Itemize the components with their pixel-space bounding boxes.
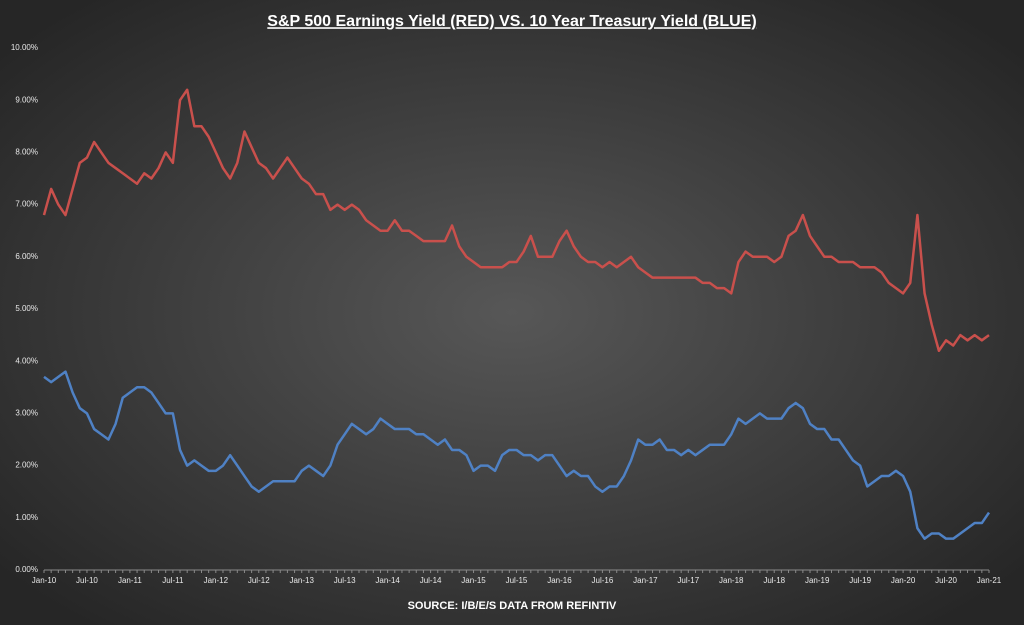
x-tick-label: Jul-16 bbox=[592, 576, 614, 585]
x-tick-label: Jul-17 bbox=[677, 576, 699, 585]
x-tick-label: Jan-10 bbox=[32, 576, 57, 585]
x-tick-label: Jul-11 bbox=[162, 576, 184, 585]
y-tick-label: 0.00% bbox=[15, 565, 38, 574]
x-tick-label: Jan-21 bbox=[977, 576, 1002, 585]
x-tick-label: Jan-13 bbox=[289, 576, 314, 585]
x-tick-label: Jul-13 bbox=[334, 576, 356, 585]
y-tick-label: 4.00% bbox=[15, 356, 38, 365]
y-tick-label: 5.00% bbox=[15, 304, 38, 313]
y-tick-label: 9.00% bbox=[15, 95, 38, 104]
x-tick-label: Jan-17 bbox=[633, 576, 658, 585]
x-tick-label: Jan-15 bbox=[461, 576, 486, 585]
x-tick-label: Jul-14 bbox=[420, 576, 442, 585]
y-tick-label: 10.00% bbox=[11, 43, 38, 52]
x-tick-label: Jan-20 bbox=[891, 576, 916, 585]
x-tick-label: Jan-19 bbox=[805, 576, 830, 585]
x-tick-label: Jul-15 bbox=[506, 576, 528, 585]
y-tick-label: 2.00% bbox=[15, 461, 38, 470]
chart-title: S&P 500 Earnings Yield (RED) VS. 10 Year… bbox=[267, 13, 756, 30]
x-tick-label: Jul-19 bbox=[849, 576, 871, 585]
x-tick-label: Jan-18 bbox=[719, 576, 744, 585]
series-line bbox=[42, 88, 990, 353]
series-line bbox=[43, 370, 991, 540]
x-tick-label: Jan-11 bbox=[118, 576, 142, 585]
y-tick-label: 8.00% bbox=[15, 148, 38, 157]
x-tick-label: Jan-16 bbox=[547, 576, 572, 585]
x-tick-label: Jan-12 bbox=[204, 576, 229, 585]
x-tick-label: Jul-10 bbox=[76, 576, 98, 585]
x-tick-label: Jul-18 bbox=[763, 576, 785, 585]
y-tick-label: 1.00% bbox=[15, 513, 38, 522]
y-tick-label: 7.00% bbox=[15, 200, 38, 209]
y-tick-label: 6.00% bbox=[15, 252, 38, 261]
x-tick-label: Jul-20 bbox=[935, 576, 957, 585]
x-tick-label: Jul-12 bbox=[248, 576, 270, 585]
y-tick-label: 3.00% bbox=[15, 409, 38, 418]
source-note: SOURCE: I/B/E/S DATA FROM REFINTIV bbox=[408, 600, 617, 612]
x-tick-label: Jan-14 bbox=[375, 576, 400, 585]
